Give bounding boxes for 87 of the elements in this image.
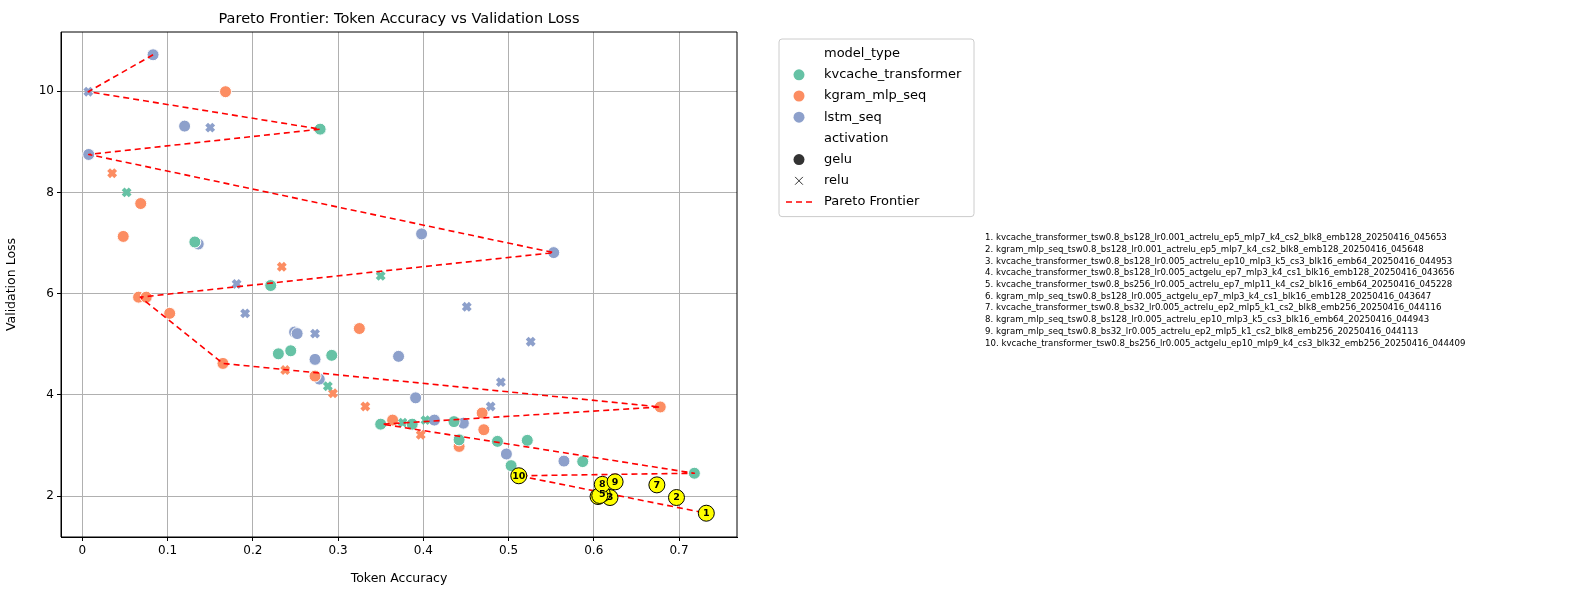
- chart-title: Pareto Frontier: Token Accuracy vs Validation Loss: [218, 9, 580, 26]
- point: [327, 387, 339, 399]
- x-tick-label: 0.4: [413, 543, 433, 558]
- annotation: 7: [653, 478, 661, 490]
- text: 2. kgram_mlp_seq_tsw0.8_bs128_lr0.001_actrelu_ep5_mlp7_k4_cs2_blk8_emb128_20250416_045648: [985, 243, 1424, 254]
- y-tick-label: 10: [38, 83, 54, 98]
- point: [204, 122, 216, 134]
- x-tick-label: 0: [78, 543, 87, 558]
- point: [178, 119, 192, 133]
- point: [447, 415, 461, 429]
- point: [520, 433, 534, 447]
- annotation: 9: [611, 475, 619, 487]
- x-tick-label: 0.2: [243, 543, 263, 558]
- point: [452, 433, 466, 447]
- legend-label: kvcache_transformer: [824, 66, 962, 82]
- text: 5. kvcache_transformer_tsw0.8_bs256_lr0.005_actrelu_ep7_mlp11_k4_cs2_blk16_emb64_20250416_045228: [985, 279, 1453, 290]
- annotation: 2: [673, 491, 680, 503]
- point: [82, 147, 96, 161]
- y-axis-title: Validation Loss: [2, 237, 18, 332]
- point: [415, 429, 427, 441]
- point: [525, 336, 537, 348]
- point: [499, 447, 513, 461]
- point: [461, 301, 473, 313]
- point: [374, 417, 388, 431]
- text: 4. kvcache_transformer_tsw0.8_bs128_lr0.005_actgelu_ep7_mlp3_k4_cs1_blk16_emb128_20250416_043656: [985, 267, 1455, 278]
- point: [163, 306, 177, 320]
- point: [308, 369, 322, 383]
- point: [477, 423, 491, 437]
- x-tick-label: 0.3: [328, 543, 348, 558]
- text: 6. kgram_mlp_seq_tsw0.8_bs128_lr0.005_actgelu_ep7_mlp3_k4_cs1_blk16_emb128_20250416_043647: [985, 290, 1432, 301]
- text: 1. kvcache_transformer_tsw0.8_bs128_lr0.001_actrelu_ep5_mlp7_k4_cs2_blk8_emb128_20250416_045653: [985, 232, 1447, 243]
- point: [475, 406, 489, 420]
- point: [557, 454, 571, 468]
- annotation: 1: [703, 507, 710, 519]
- point: [653, 400, 667, 414]
- point: [308, 352, 322, 366]
- point: [271, 347, 285, 361]
- legend-title: model_type: [824, 44, 901, 60]
- legend-label: Pareto Frontier: [824, 193, 920, 209]
- point: [121, 186, 133, 198]
- point: [322, 380, 334, 392]
- point: [146, 48, 160, 62]
- point: [359, 400, 371, 412]
- text: activation: [824, 129, 889, 145]
- point: [219, 85, 233, 99]
- point: [352, 322, 366, 336]
- point: [392, 349, 406, 363]
- point: [490, 434, 504, 448]
- x-axis-title: Token Accuracy: [349, 569, 448, 585]
- point: [687, 466, 701, 480]
- point: [485, 400, 497, 412]
- point: [409, 391, 423, 405]
- y-tick-label: 6: [46, 285, 54, 300]
- point: [264, 279, 278, 293]
- point: [325, 348, 339, 362]
- text: 10. kvcache_transformer_tsw0.8_bs256_lr0.005_actgelu_ep10_mlp9_k4_cs3_blk32_emb256_20250416_044409: [985, 337, 1466, 348]
- point: [276, 261, 288, 273]
- point: [239, 307, 251, 319]
- point: [375, 270, 387, 282]
- x-tick-label: 0.6: [584, 543, 604, 558]
- legend-label: relu: [824, 172, 849, 188]
- annotation: 8: [599, 478, 606, 490]
- x-tick-label: 0.5: [498, 543, 519, 558]
- point: [397, 417, 409, 429]
- point: [116, 229, 130, 243]
- point: [284, 344, 298, 358]
- y-tick-label: 2: [46, 488, 54, 503]
- x-tick-label: 0.7: [669, 543, 689, 558]
- legend-label: lstm_seq: [824, 108, 882, 124]
- text: 7. kvcache_transformer_tsw0.8_bs32_lr0.005_actrelu_ep2_mlp5_k1_cs2_blk8_emb256_20250416_044116: [985, 302, 1442, 313]
- text: 8. kgram_mlp_seq_tsw0.8_bs128_lr0.005_actrelu_ep10_mlp3_k5_cs3_blk16_emb64_20250416_044943: [985, 314, 1430, 325]
- y-tick-label: 4: [46, 386, 54, 401]
- point: [504, 459, 518, 473]
- point: [134, 197, 148, 211]
- point: [415, 227, 429, 241]
- point: [547, 246, 561, 260]
- annotation: 10: [512, 469, 526, 481]
- point: [495, 376, 507, 388]
- point: [576, 455, 590, 469]
- legend-label: kgram_mlp_seq: [824, 87, 927, 103]
- legend-label: gelu: [824, 150, 853, 166]
- x-tick-label: 0.1: [158, 543, 178, 558]
- text: 9. kgram_mlp_seq_tsw0.8_bs32_lr0.005_actrelu_ep2_mlp5_k1_cs2_blk8_emb256_20250416_044113: [985, 325, 1419, 336]
- point: [309, 328, 321, 340]
- point: [106, 167, 118, 179]
- text: 3. kvcache_transformer_tsw0.8_bs128_lr0.005_actrelu_ep10_mlp3_k5_cs3_blk16_emb64_20250416_044953: [985, 255, 1453, 266]
- y-tick-label: 8: [46, 184, 54, 199]
